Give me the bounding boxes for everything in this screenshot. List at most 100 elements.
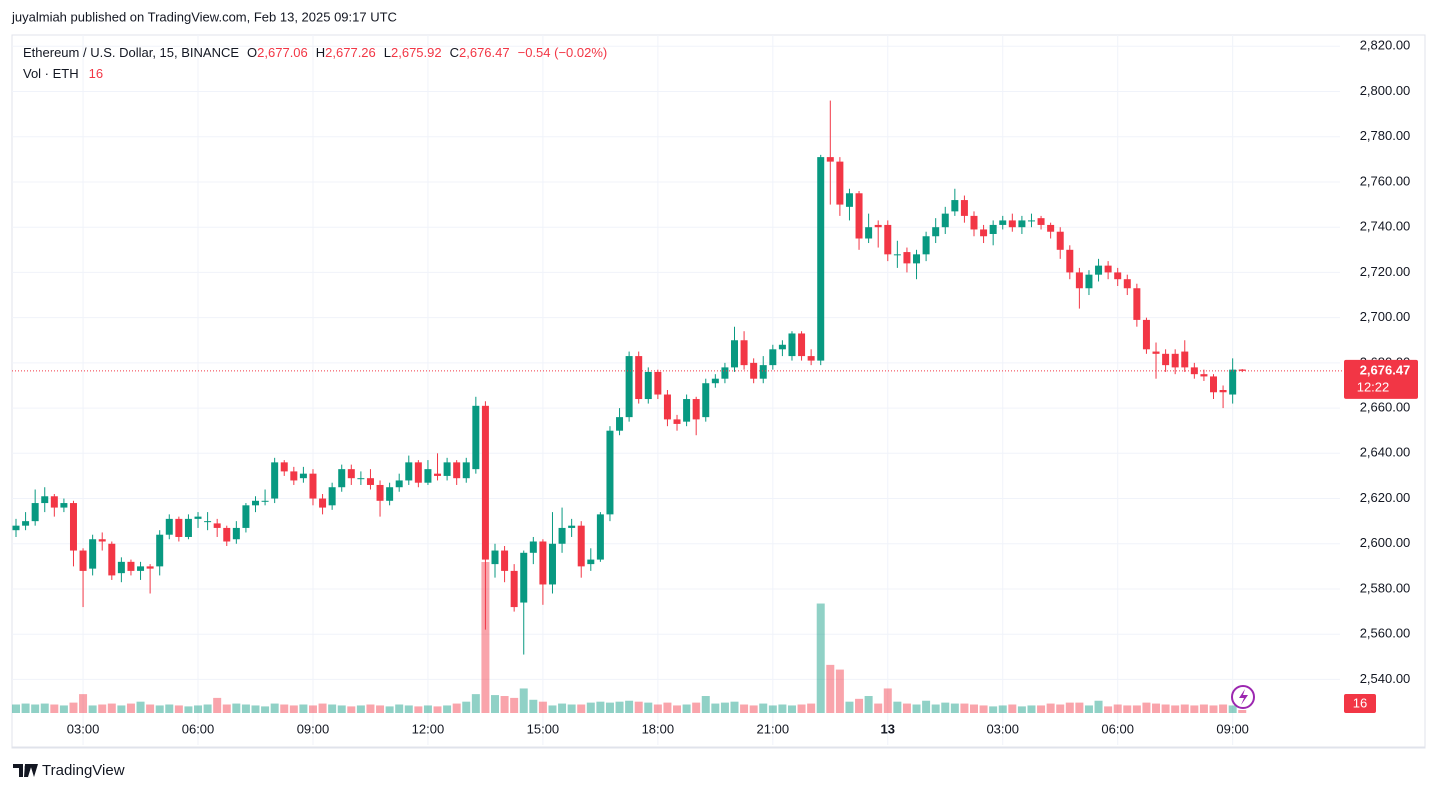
candle-body (156, 534, 164, 567)
volume-bar (308, 705, 317, 713)
volume-bar (759, 703, 768, 713)
candle-body (903, 252, 911, 264)
candle-body (98, 539, 106, 542)
h-value: 2,677.26 (325, 45, 376, 60)
candle-body (1095, 265, 1103, 275)
candle-body (127, 561, 135, 571)
candle-body (453, 462, 461, 479)
volume-bar (692, 702, 701, 713)
h-key: H (316, 45, 325, 60)
candle-body (347, 469, 355, 479)
candle-body (1238, 369, 1246, 371)
y-tick-label: 2,740.00 (1360, 219, 1411, 234)
volume-bar (720, 702, 729, 713)
candle-body (932, 227, 940, 237)
candle-body (596, 514, 604, 560)
volume-bar (586, 702, 595, 713)
candle-body (328, 487, 336, 506)
volume-bar (213, 697, 222, 713)
volume-title: Vol · ETH (23, 66, 79, 81)
candle-body (759, 365, 767, 379)
tradingview-logo[interactable] (13, 764, 38, 777)
volume-bar (462, 701, 471, 713)
volume-bar (1056, 704, 1065, 713)
candle-body (376, 484, 384, 501)
volume-bar (931, 704, 940, 713)
volume-bar (376, 705, 385, 713)
volume-bar (711, 703, 720, 713)
volume-bar (701, 696, 710, 713)
candle-body (1008, 220, 1016, 228)
volume-bar (146, 704, 155, 713)
candle-body (60, 503, 68, 508)
volume-bar (730, 701, 739, 713)
volume-bar (989, 706, 998, 713)
x-tick-label: 03:00 (986, 721, 1019, 736)
candle-body (424, 469, 432, 483)
volume-bar (31, 704, 40, 713)
volume-bar (1152, 703, 1161, 713)
candle-body (635, 356, 643, 400)
legend-line: Ethereum / U.S. Dollar, 15, BINANCE O2,67… (23, 45, 607, 60)
candle-body (31, 503, 39, 522)
candle-body (1171, 353, 1179, 368)
volume-bar (194, 705, 203, 713)
candle-body (960, 200, 968, 216)
y-tick-label: 2,640.00 (1360, 445, 1411, 460)
volume-bar (280, 704, 289, 713)
volume-bar (88, 705, 97, 713)
volume-bar (21, 703, 30, 713)
candle-body (50, 496, 58, 508)
candle-body (1027, 220, 1035, 222)
volume-bar (500, 696, 509, 713)
candle-body (338, 469, 346, 488)
volume-bar (1113, 704, 1122, 713)
volume-bar (328, 704, 337, 713)
x-tick-label: 18:00 (642, 721, 675, 736)
volume-bar (50, 704, 59, 713)
candle-body (740, 340, 748, 366)
candle-body (1142, 319, 1150, 350)
volume-bar (481, 562, 490, 713)
volume-bar (749, 705, 758, 713)
candle-body (731, 340, 738, 368)
candle-body (654, 371, 662, 395)
l-key: L (384, 45, 391, 60)
candle-body (663, 394, 671, 420)
candle-body (41, 496, 49, 504)
candle-body (692, 399, 700, 420)
candle-body (405, 462, 413, 481)
candle-body (1152, 351, 1160, 354)
volume-bar (98, 704, 107, 713)
c-value: 2,676.47 (459, 45, 510, 60)
symbol: Ethereum / U.S. Dollar, 15, BINANCE (23, 45, 239, 60)
candle-body (1200, 374, 1208, 377)
volume-bar (519, 688, 528, 713)
candle-body (194, 516, 202, 519)
volume-legend: Vol · ETH 16 (23, 66, 103, 81)
candle-body (558, 527, 566, 544)
x-tick-label: 15:00 (527, 721, 560, 736)
y-tick-label: 2,720.00 (1360, 264, 1411, 279)
volume-bar (1190, 705, 1199, 713)
candle-body (1075, 272, 1083, 289)
volume-bar (165, 704, 174, 713)
candle-body (788, 333, 796, 357)
candle-body (386, 487, 394, 501)
volume-bar (126, 703, 135, 713)
candle-body (989, 224, 997, 234)
volume-bar (261, 706, 270, 713)
footer-brand[interactable]: TradingView (42, 762, 125, 779)
volume-bar (845, 701, 854, 713)
volume-bar (69, 702, 78, 713)
candle-body (1037, 218, 1045, 225)
candle-body (414, 462, 422, 483)
volume-bar (529, 699, 538, 713)
candle-body (769, 349, 777, 366)
volume-bar (787, 705, 796, 713)
volume-bar (768, 705, 777, 713)
candle-body (108, 543, 116, 576)
candle-body (242, 505, 250, 528)
replay-icon[interactable] (1231, 685, 1255, 709)
